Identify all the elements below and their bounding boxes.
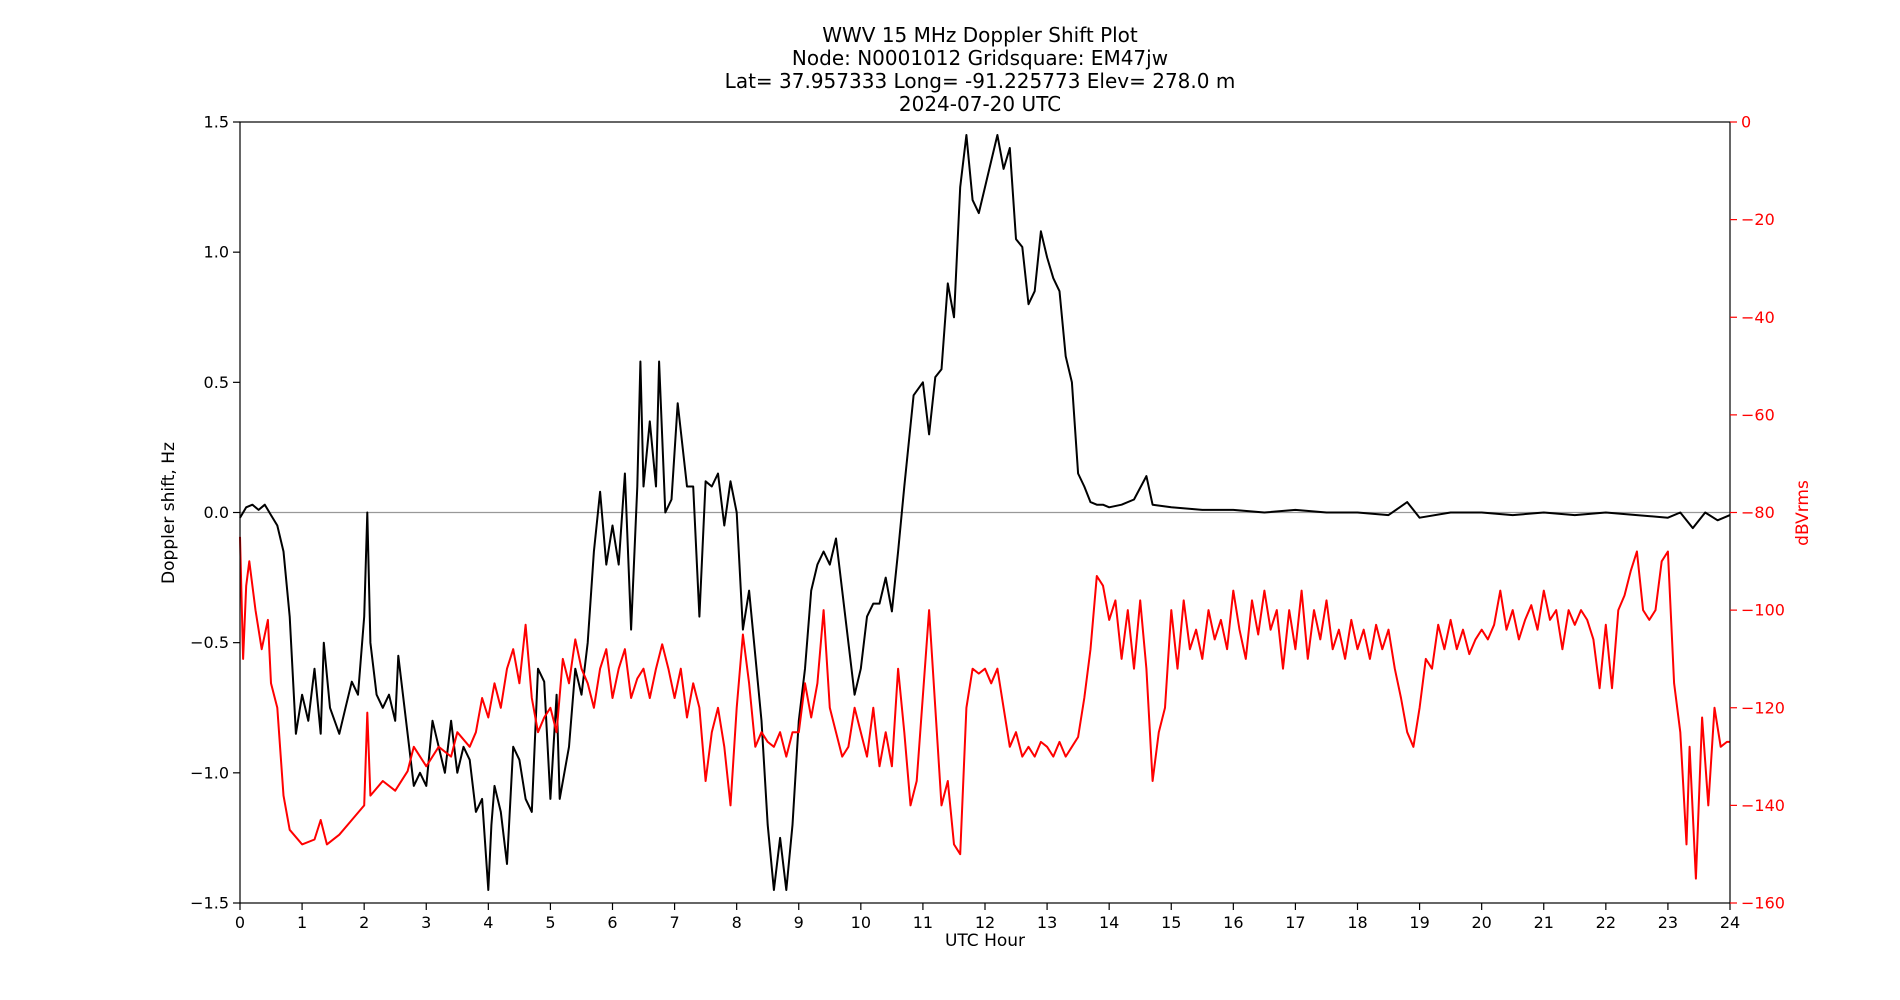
- chart-title: WWV 15 MHz Doppler Shift Plot Node: N000…: [725, 23, 1236, 116]
- x-tick-label: 16: [1223, 913, 1243, 932]
- x-tick-label: 21: [1534, 913, 1554, 932]
- x-tick-label: 23: [1658, 913, 1678, 932]
- x-tick-label: 17: [1285, 913, 1305, 932]
- title-line-1: WWV 15 MHz Doppler Shift Plot: [822, 23, 1138, 47]
- plot-area: [239, 134, 1731, 891]
- doppler-series-line: [239, 134, 1731, 891]
- y-tick-label: −0.5: [190, 633, 229, 652]
- y-tick-label: −1.0: [190, 763, 229, 782]
- x-tick-label: 20: [1471, 913, 1491, 932]
- y-tick-label: 0.0: [204, 503, 229, 522]
- x-tick-label: 22: [1596, 913, 1616, 932]
- x-tick-label: 18: [1347, 913, 1367, 932]
- y2-tick-label: 0: [1741, 113, 1751, 132]
- title-line-2: Node: N0001012 Gridsquare: EM47jw: [792, 46, 1168, 70]
- y2-tick-label: −100: [1741, 601, 1785, 620]
- y-axis-label: Doppler shift, Hz: [159, 442, 179, 584]
- x-tick-label: 11: [913, 913, 933, 932]
- power-series-line: [239, 536, 1730, 880]
- x-tick-label: 0: [235, 913, 245, 932]
- x-tick-label: 5: [545, 913, 555, 932]
- y-tick-label: 1.0: [204, 243, 229, 262]
- x-tick-label: 24: [1720, 913, 1740, 932]
- x-tick-label: 12: [975, 913, 995, 932]
- x-tick-label: 4: [483, 913, 493, 932]
- x-tick-label: 10: [851, 913, 871, 932]
- title-line-4: 2024-07-20 UTC: [899, 92, 1061, 116]
- x-tick-label: 19: [1409, 913, 1429, 932]
- x-tick-label: 1: [297, 913, 307, 932]
- y2-axis-label: dBVrms: [1793, 480, 1813, 546]
- y2-tick-label: −160: [1741, 894, 1785, 913]
- y2-tick-label: −80: [1741, 503, 1775, 522]
- x-tick-label: 7: [669, 913, 679, 932]
- x-axis-label: UTC Hour: [945, 931, 1025, 951]
- x-tick-label: 6: [607, 913, 617, 932]
- y-tick-label: −1.5: [190, 894, 229, 913]
- axes: 0 1 2 3 4 5 6 7 8 9 10 11 12 13 14 15 16 17 18 19 20 21 22 23 24…: [190, 113, 1785, 933]
- y-tick-label: 1.5: [204, 113, 229, 132]
- x-tick-label: 2: [359, 913, 369, 932]
- x-tick-label: 13: [1037, 913, 1057, 932]
- y-tick-label: 0.5: [204, 373, 229, 392]
- y2-tick-label: −140: [1741, 796, 1785, 815]
- x-tick-label: 14: [1099, 913, 1119, 932]
- x-tick-label: 9: [794, 913, 804, 932]
- x-tick-label: 15: [1161, 913, 1181, 932]
- title-line-3: Lat= 37.957333 Long= -91.225773 Elev= 27…: [725, 69, 1236, 93]
- y2-tick-label: −120: [1741, 698, 1785, 717]
- y2-tick-label: −40: [1741, 308, 1775, 327]
- x-tick-label: 3: [421, 913, 431, 932]
- x-tick-label: 8: [732, 913, 742, 932]
- y2-tick-label: −60: [1741, 405, 1775, 424]
- y2-tick-label: −20: [1741, 210, 1775, 229]
